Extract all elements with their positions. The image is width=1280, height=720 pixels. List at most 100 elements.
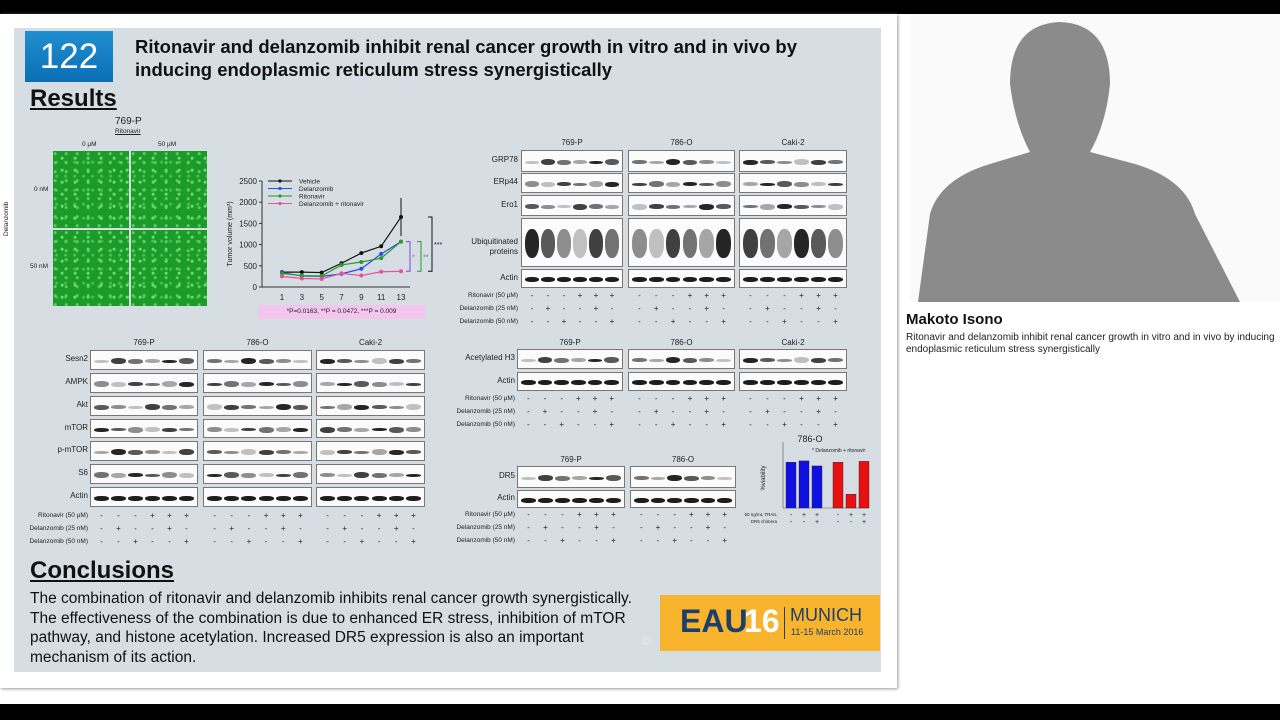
treatment-sign: + bbox=[609, 420, 614, 429]
blot-band bbox=[371, 381, 387, 387]
blot-panel bbox=[90, 419, 198, 438]
treatment-sign: + bbox=[705, 523, 711, 532]
treatment-label: Delanzomib (25 nM) bbox=[456, 524, 515, 531]
blot-band bbox=[111, 472, 126, 478]
data-point bbox=[379, 256, 384, 261]
data-point bbox=[299, 270, 304, 275]
chart-title: 786-O bbox=[797, 434, 822, 444]
blot-row-label: Actin bbox=[500, 272, 518, 282]
blot-band bbox=[94, 359, 109, 363]
blot-band bbox=[605, 228, 619, 259]
blot-band bbox=[828, 228, 843, 259]
treatment-sign: - bbox=[688, 304, 692, 313]
blot-band bbox=[292, 359, 308, 363]
treatment-sign: - bbox=[688, 317, 692, 326]
blot-band bbox=[320, 405, 336, 409]
conclusions-text: The combination of ritonavir and delanzo… bbox=[30, 590, 632, 666]
blot-band bbox=[760, 160, 775, 164]
treatment-sign: + bbox=[721, 394, 726, 403]
cell-line-header: 769-P bbox=[561, 138, 583, 147]
blot-band bbox=[371, 428, 387, 431]
blot-band bbox=[555, 497, 570, 503]
cell-line-header: 786-O bbox=[670, 138, 693, 147]
blot-band bbox=[794, 357, 809, 363]
treatment-sign: + bbox=[721, 420, 726, 429]
talk-title: Ritonavir and delanzomib inhibit renal c… bbox=[906, 332, 1275, 355]
treatment-sign: + bbox=[229, 524, 235, 533]
blot-band bbox=[648, 358, 664, 362]
blot-panel bbox=[90, 441, 198, 461]
treatment-sign: + bbox=[688, 510, 694, 519]
y-tick-label: 1500 bbox=[239, 219, 257, 228]
treatment-sign: + bbox=[594, 523, 599, 532]
treatment-sign: + bbox=[577, 291, 583, 300]
treatment-sign: + bbox=[298, 537, 303, 546]
treatment-sign: - bbox=[394, 537, 398, 546]
blot-panel bbox=[90, 396, 198, 416]
blot-band bbox=[648, 160, 664, 164]
blot-row-label: Actin bbox=[70, 491, 88, 500]
blot-band bbox=[145, 450, 160, 454]
treatment-sign: - bbox=[638, 317, 641, 326]
cell-line-header: 786-O bbox=[670, 338, 693, 347]
blot-panel bbox=[739, 150, 847, 172]
blot-panel bbox=[521, 195, 623, 216]
blot-band bbox=[716, 277, 731, 282]
treatment-sign: - bbox=[638, 304, 641, 313]
treatment-sign: - bbox=[766, 291, 769, 300]
blot-row-label: Ubiquitinated proteins bbox=[471, 236, 518, 256]
blot-band bbox=[777, 228, 792, 259]
treatment-sign: - bbox=[544, 536, 547, 545]
treatment-sign: - bbox=[264, 537, 268, 546]
blot-band bbox=[760, 277, 775, 282]
treatment-sign: + bbox=[687, 394, 693, 403]
blot-band bbox=[794, 380, 809, 385]
blot-band bbox=[179, 405, 194, 409]
blot-band bbox=[337, 404, 353, 410]
treatment-sign: + bbox=[342, 524, 348, 533]
treatment-sign: + bbox=[150, 511, 155, 520]
blot-band bbox=[828, 277, 843, 282]
blot-band bbox=[179, 472, 194, 478]
blot-band bbox=[541, 228, 555, 259]
blot-row-label: S6 bbox=[78, 468, 88, 477]
logo-eau: EAU bbox=[680, 603, 748, 639]
data-point bbox=[299, 276, 304, 281]
blot-band bbox=[541, 181, 555, 187]
treatment-sign: - bbox=[230, 537, 234, 546]
logo-city: MUNICH bbox=[790, 605, 862, 625]
blot-band bbox=[388, 426, 404, 433]
blot-band bbox=[179, 381, 194, 387]
significance-label: * bbox=[412, 254, 415, 261]
blot-panel bbox=[90, 487, 198, 507]
blot-band bbox=[292, 450, 308, 454]
blot-band bbox=[371, 405, 387, 409]
treatment-sign: + bbox=[782, 317, 787, 326]
treatment-sign: - bbox=[749, 317, 752, 326]
legend-marker bbox=[278, 186, 282, 191]
treatment-sign: - bbox=[326, 511, 329, 520]
blot-band bbox=[337, 427, 353, 432]
treatment-sign: - bbox=[527, 536, 530, 545]
blot-band bbox=[605, 204, 619, 209]
treatment-sign: - bbox=[343, 511, 347, 520]
blot-band bbox=[337, 495, 353, 501]
treatment-sign: + bbox=[116, 524, 121, 533]
treatment-sign: - bbox=[578, 523, 581, 532]
legend-marker bbox=[278, 179, 282, 183]
blot-band bbox=[634, 476, 649, 480]
blot-band bbox=[648, 181, 664, 187]
blot-band bbox=[111, 428, 126, 431]
blot-band bbox=[587, 380, 603, 385]
treatment-sign: - bbox=[526, 394, 530, 403]
blot-band bbox=[554, 357, 569, 363]
blot-band bbox=[354, 450, 370, 454]
blot-band bbox=[682, 205, 698, 208]
blot-band bbox=[388, 405, 404, 409]
treatment-sign: + bbox=[184, 537, 189, 546]
treatment-label: Delanzomib (50 nM) bbox=[456, 537, 515, 544]
blot-panel bbox=[90, 350, 198, 370]
treatment-sign: - bbox=[654, 291, 658, 300]
treatment-sign: - bbox=[656, 536, 660, 545]
treatment-sign: - bbox=[213, 511, 216, 520]
